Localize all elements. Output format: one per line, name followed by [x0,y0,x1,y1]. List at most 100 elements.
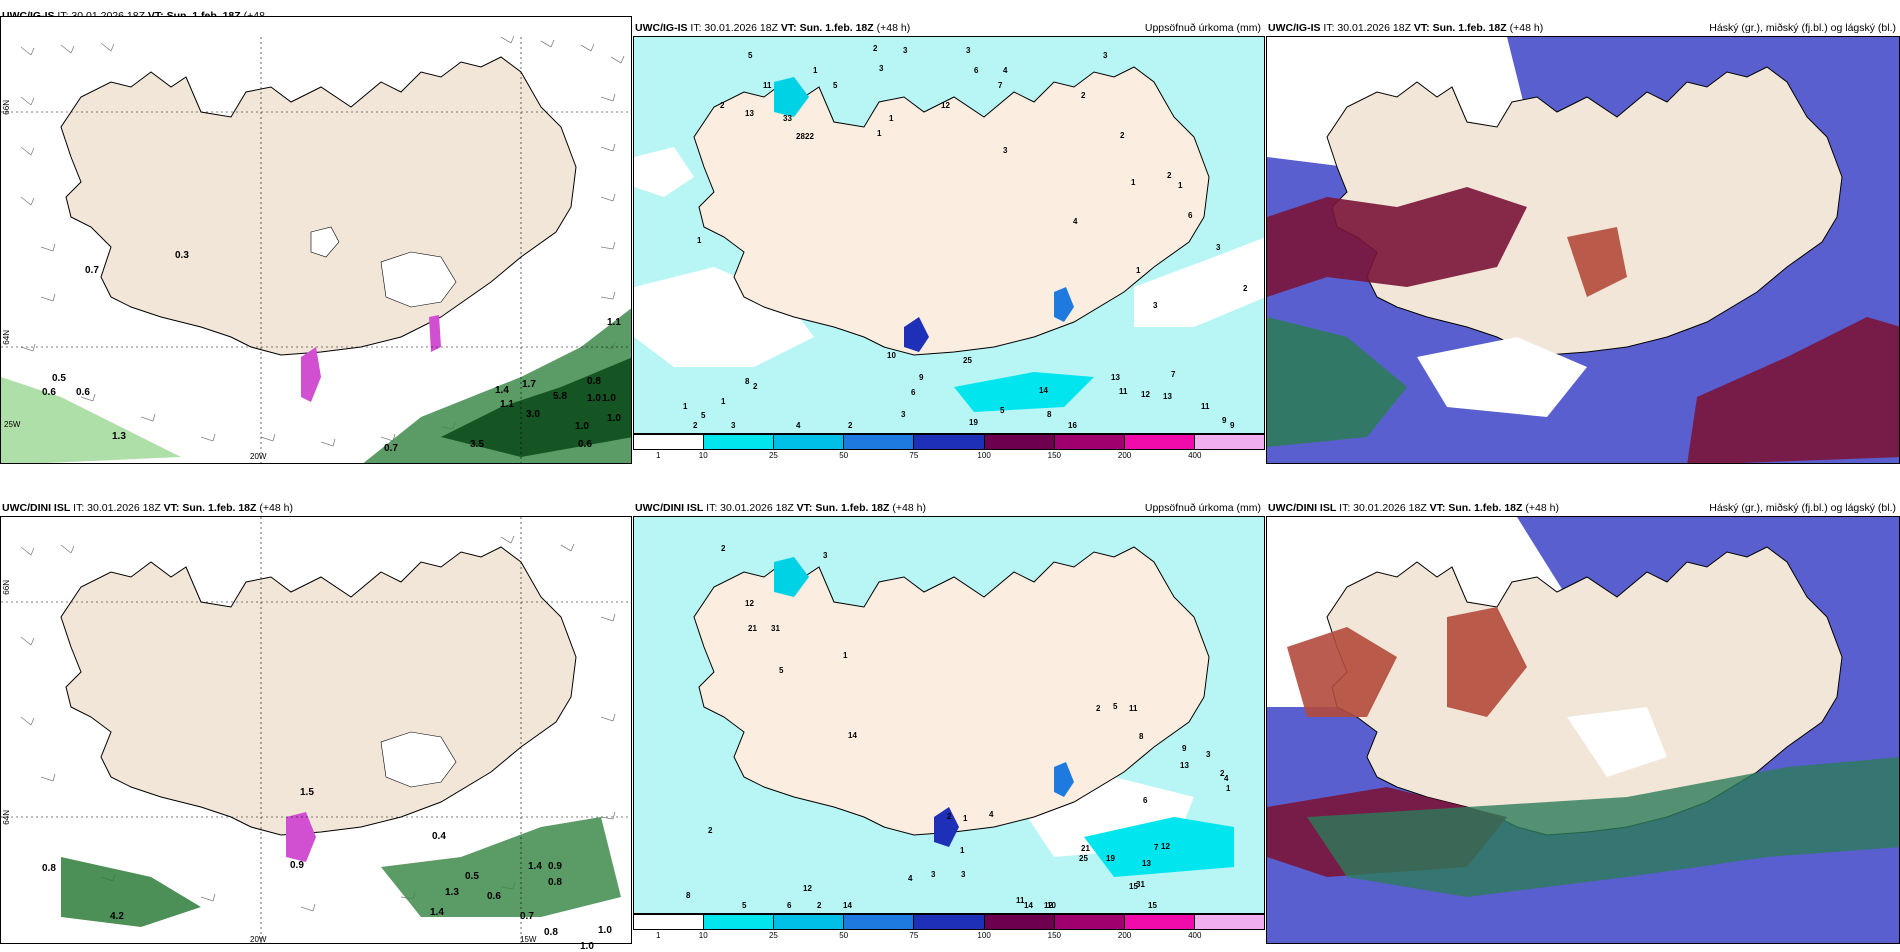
panel-header: UWC/IG-IS IT: 30.01.2026 18Z VT: Sun. 1.… [635,21,1261,35]
map-frame[interactable] [1266,516,1900,944]
variable-title: Uppsöfnuð úrkoma (mm) [1144,22,1261,34]
panel-cloud-dini: UWC/DINI ISL IT: 30.01.2026 18Z VT: Sun.… [1266,480,1900,950]
lon-label: 20W [250,452,267,461]
iceland-land [693,546,1210,836]
panel-wind-dini: UWC/DINI ISL IT: 30.01.2026 18Z VT: Sun.… [0,480,632,952]
precip-high [904,317,929,352]
high-cloud [1287,627,1397,717]
colorbar-tick: 25 [768,451,778,460]
precip-high [774,557,809,597]
precip-high [774,77,809,117]
colorbar-segment [984,915,1055,929]
issue-time: IT: 30.01.2026 18Z [706,502,794,514]
colorbar-tick: 200 [1117,931,1132,940]
valid-time: VT: Sun. 1.feb. 18Z [1429,502,1523,514]
colorbar-segment [844,435,915,449]
colorbar-segment [914,915,985,929]
lat-label: 64N [2,810,11,825]
precip-med [1084,817,1234,877]
colorbar-tick: 400 [1188,931,1202,940]
colorbar [633,914,1265,930]
panel-precip-igis: UWC/IG-IS IT: 30.01.2026 18Z VT: Sun. 1.… [633,0,1265,470]
green-wind-area [61,857,201,927]
clear-sky [1417,337,1587,417]
low-cloud [1307,757,1899,897]
green-wind-area [441,357,631,457]
issue-time: IT: 30.01.2026 18Z [73,502,161,514]
map-frame[interactable] [633,36,1265,434]
glacier [310,226,340,258]
white-dry-area [634,147,694,197]
colorbar-segment [634,915,705,929]
green-wind-area [381,817,621,917]
colorbar-segment [774,435,845,449]
lead-time: (+48 h) [876,22,911,34]
colorbar [633,434,1265,450]
panel-header: UWC/DINI ISL IT: 30.01.2026 18Z VT: Sun.… [635,501,1261,515]
model-name: UWC/DINI ISL [635,502,704,514]
colorbar-segment [1124,915,1195,929]
colorbar-segment [704,915,775,929]
colorbar-tick: 50 [839,451,849,460]
colorbar-segment [1194,435,1264,449]
colorbar-tick: 100 [977,451,991,460]
white-dry-area [1134,237,1264,327]
high-cloud [1447,607,1527,717]
magenta-precip [301,347,321,402]
lon-label: 25W [4,420,21,429]
low-cloud [1267,317,1407,447]
lead-time: (+48 h) [1509,22,1544,34]
colorbar-tick: 1 [656,451,661,460]
lat-label: 64N [2,330,11,345]
colorbar-segment [1054,915,1125,929]
panel-cloud-igis: UWC/IG-IS IT: 30.01.2026 18Z VT: Sun. 1.… [1266,0,1900,470]
green-wind-area [1,377,181,463]
lead-time: (+48 h) [1525,502,1559,514]
colorbar-segment [844,915,915,929]
colorbar-tick: 400 [1188,451,1202,460]
colorbar-ticks: 1 10 25 50 75 100 150 200 400 [633,451,1265,463]
magenta-precip [286,812,316,862]
graticule [1,517,631,943]
magenta-precip [429,315,441,352]
map-frame[interactable] [0,516,632,944]
valid-time: VT: Sun. 1.feb. 18Z [1413,22,1507,34]
lon-label: 20W [250,935,267,944]
panel-header: UWC/DINI ISL IT: 30.01.2026 18Z VT: Sun.… [2,501,628,515]
issue-time: IT: 30.01.2026 18Z [1339,502,1427,514]
map-frame[interactable] [0,16,632,464]
model-name: UWC/IG-IS [635,22,688,34]
panel-precip-dini: UWC/DINI ISL IT: 30.01.2026 18Z VT: Sun.… [633,480,1265,950]
colorbar-segment [984,435,1055,449]
precip-med [954,372,1094,412]
colorbar-segment [704,435,775,449]
clear-sky [1567,707,1667,777]
colorbar-segment [1194,915,1264,929]
variable-title: Háský (gr.), miðský (fj.bl.) og lágský (… [1709,502,1896,514]
panel-header: UWC/IG-IS IT: 30.01.2026 18Z VT: Sun. 1.… [1268,21,1896,35]
variable-title: Uppsöfnuð úrkoma (mm) [1144,502,1261,514]
panel-wind-igis: UWC/IG-IS IT: 30.01.2026 18Z VT: Sun. 1.… [0,0,632,470]
iceland-land [693,66,1210,356]
lon-label: 15W [520,935,537,944]
map-frame[interactable] [633,516,1265,914]
high-cloud [1567,227,1627,297]
colorbar-tick: 10 [698,931,708,940]
variable-title: Háský (gr.), miðský (fj.bl.) og lágský (… [1709,22,1896,34]
colorbar-tick: 10 [698,451,708,460]
colorbar-tick: 100 [977,931,991,940]
colorbar-segment [1124,435,1195,449]
colorbar-tick: 200 [1117,451,1132,460]
colorbar-segment [634,435,705,449]
colorbar-tick: 50 [839,931,849,940]
map-frame[interactable] [1266,36,1900,464]
colorbar-tick: 25 [768,931,778,940]
colorbar-ticks: 1 10 25 50 75 100 150 200 400 [633,931,1265,943]
lat-label: 66N [2,580,11,595]
issue-time: IT: 30.01.2026 18Z [1323,22,1411,34]
colorbar-tick: 150 [1047,451,1062,460]
colorbar-tick: 1 [656,931,661,940]
valid-time: VT: Sun. 1.feb. 18Z [163,502,257,514]
panel-header: UWC/DINI ISL IT: 30.01.2026 18Z VT: Sun.… [1268,501,1896,515]
precip-high [1054,287,1074,322]
